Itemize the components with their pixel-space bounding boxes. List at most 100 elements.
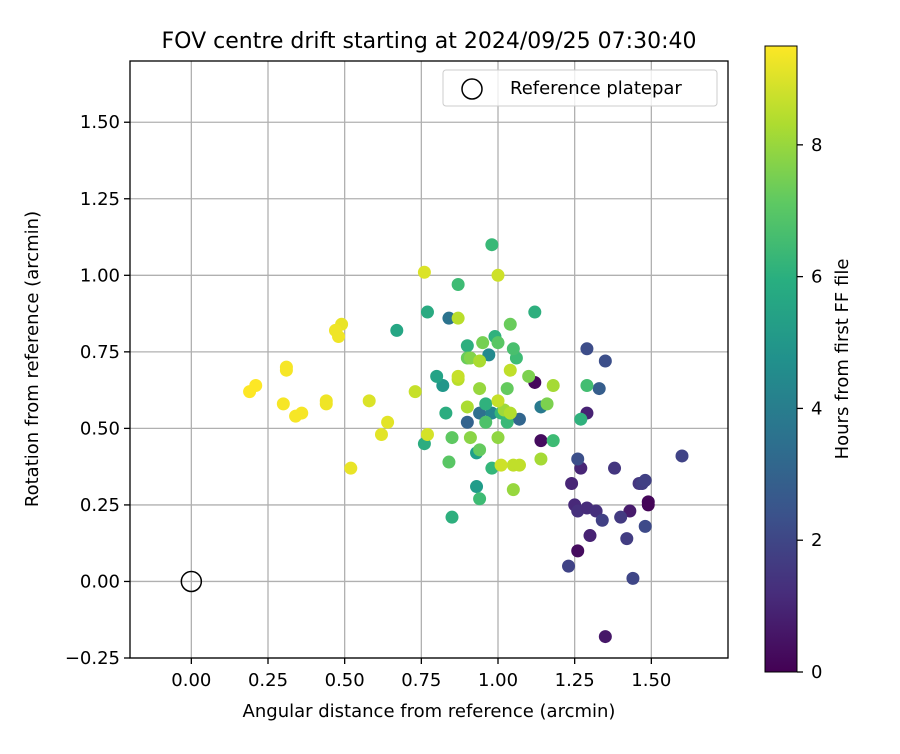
y-tick-label: 0.50: [80, 418, 120, 439]
data-point: [332, 330, 346, 344]
data-point: [451, 369, 465, 383]
data-point: [608, 461, 622, 475]
data-point: [463, 431, 477, 445]
data-point: [243, 385, 257, 399]
reference-marker-layer: [180, 570, 203, 593]
data-point: [430, 369, 444, 383]
data-point: [408, 385, 422, 399]
legend: Reference platepar: [442, 69, 718, 107]
x-tick-label: 0.75: [401, 670, 441, 691]
data-point: [390, 323, 404, 337]
data-point: [445, 510, 459, 524]
data-point: [374, 428, 388, 442]
data-point: [344, 461, 358, 475]
y-tick-label: 0.00: [80, 571, 120, 592]
data-point: [595, 513, 609, 527]
data-point: [571, 544, 585, 558]
data-point: [491, 336, 505, 350]
data-point: [623, 504, 637, 518]
plot-frame: [129, 60, 729, 659]
x-axis-ticks: 0.00 0.25 0.50 0.75 1.00 1.25 1.50: [171, 658, 671, 691]
y-axis-ticks: −0.25 0.00 0.25 0.50 0.75 1.00 1.25 1.50: [65, 112, 130, 669]
data-point: [506, 342, 520, 356]
data-point: [580, 379, 594, 393]
x-tick-label: 0.00: [171, 670, 211, 691]
data-point: [473, 354, 487, 368]
data-point: [451, 277, 465, 291]
data-point: [580, 342, 594, 356]
data-point: [574, 412, 588, 426]
x-tick-label: 1.50: [631, 670, 671, 691]
colorbar-tick-label: 4: [811, 398, 822, 419]
data-point: [420, 305, 434, 319]
data-point: [491, 268, 505, 282]
colorbar-ticks: 0 2 4 6 8: [797, 135, 822, 683]
data-point: [534, 452, 548, 466]
colorbar: 0 2 4 6 8 Hours from first FF file: [764, 45, 853, 683]
legend-reference-marker: [461, 78, 483, 100]
data-point: [528, 305, 542, 319]
data-point: [479, 397, 493, 411]
data-point: [473, 492, 487, 506]
x-axis-label: Angular distance from reference (arcmin): [243, 701, 616, 722]
data-point: [503, 363, 517, 377]
data-point: [589, 504, 603, 518]
data-point: [470, 480, 484, 494]
data-point: [503, 406, 517, 420]
x-tick-label: 0.25: [248, 670, 288, 691]
x-tick-label: 1.25: [555, 670, 595, 691]
data-point: [512, 412, 526, 426]
y-tick-label: 1.50: [80, 112, 120, 133]
data-point: [675, 449, 689, 463]
data-point: [534, 434, 548, 448]
legend-label: Reference platepar: [510, 78, 682, 99]
data-point: [512, 458, 526, 472]
data-point: [638, 519, 652, 533]
colorbar-tick-label: 8: [811, 135, 822, 156]
data-point: [546, 379, 560, 393]
legend-box: [442, 69, 718, 107]
data-point: [442, 311, 456, 325]
data-point: [540, 397, 554, 411]
data-point: [494, 458, 508, 472]
colorbar-tick-label: 6: [811, 267, 822, 288]
data-point: [417, 265, 431, 279]
data-point: [442, 455, 456, 469]
colorbar-tick-label: 2: [811, 530, 822, 551]
y-axis-label: Rotation from reference (arcmin): [22, 211, 43, 507]
y-tick-label: 0.75: [80, 342, 120, 363]
x-tick-label: 0.50: [325, 670, 365, 691]
data-point: [319, 397, 333, 411]
y-tick-label: −0.25: [65, 648, 120, 669]
data-point: [479, 415, 493, 429]
data-point: [460, 415, 474, 429]
data-point: [381, 415, 395, 429]
data-point: [436, 379, 450, 393]
data-point: [439, 406, 453, 420]
data-point: [485, 406, 499, 420]
data-point: [620, 532, 634, 546]
data-point: [626, 571, 640, 585]
data-point: [460, 400, 474, 414]
data-point: [583, 529, 597, 543]
data-point: [500, 382, 514, 396]
data-point: [641, 498, 655, 512]
data-point: [445, 431, 459, 445]
y-tick-label: 0.25: [80, 495, 120, 516]
colorbar-gradient: [764, 45, 798, 673]
chart-title: FOV centre drift starting at 2024/09/25 …: [162, 29, 697, 54]
data-point: [491, 431, 505, 445]
data-point: [503, 317, 517, 331]
data-point: [482, 348, 496, 362]
data-point: [460, 339, 474, 353]
x-tick-label: 1.00: [478, 670, 518, 691]
data-point: [522, 369, 536, 383]
data-points: [243, 238, 689, 644]
y-tick-label: 1.25: [80, 189, 120, 210]
colorbar-label: Hours from first FF file: [832, 259, 853, 460]
grid-lines: [130, 61, 728, 659]
data-point: [598, 630, 612, 644]
data-point: [546, 434, 560, 448]
data-point: [491, 394, 505, 408]
data-point: [473, 406, 487, 420]
